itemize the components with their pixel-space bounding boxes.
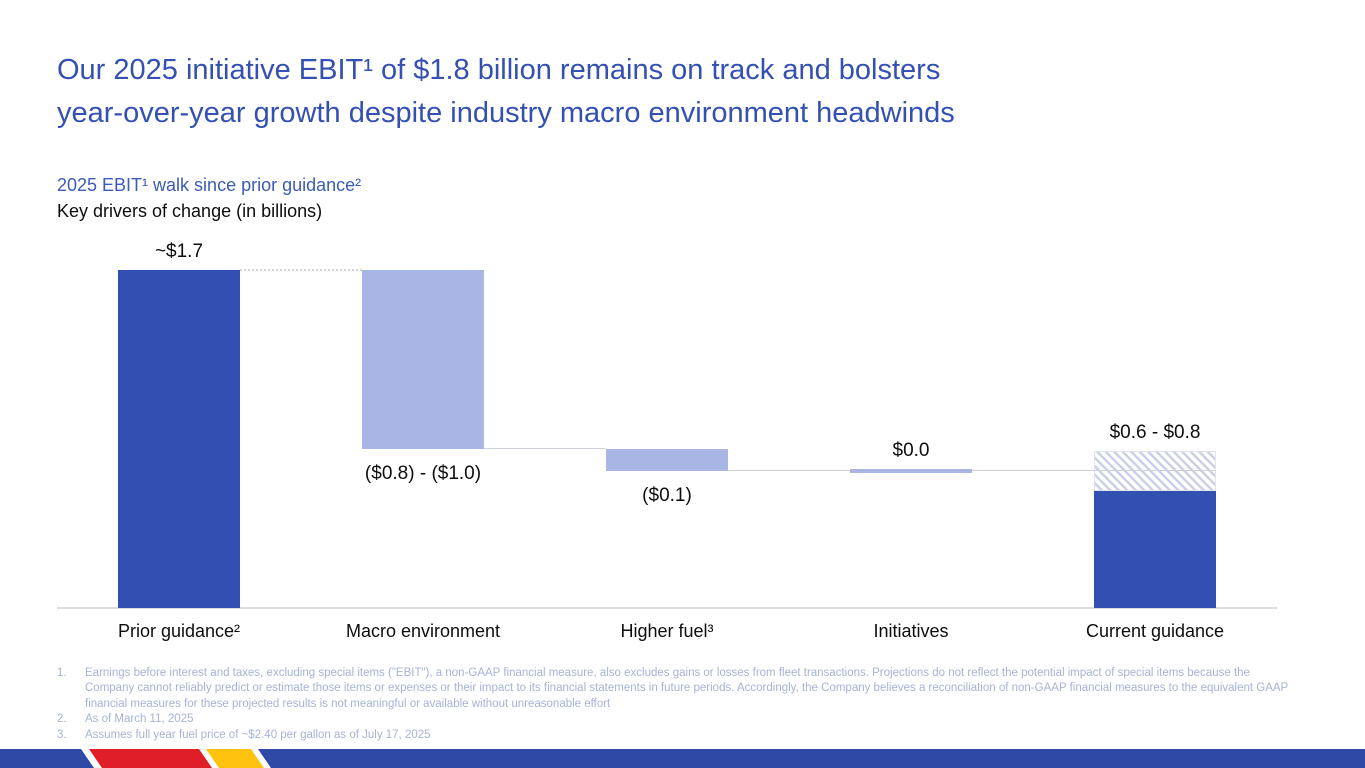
bar-4 [1094,490,1216,608]
footnote-2: 2. As of March 11, 2025 [57,712,1297,727]
footnote-1-text: Earnings before interest and taxes, excl… [85,667,1289,710]
band-yellow-segment [206,749,264,768]
footnotes: 1. Earnings before interest and taxes, e… [57,666,1297,743]
category-label-0: Prior guidance² [117,621,241,641]
bar-2 [606,448,728,471]
footnote-2-number: 2. [57,713,67,726]
value-label-2: ($0.1) [642,484,692,506]
footnote-3-number: 3. [57,728,67,741]
footnote-1: 1. Earnings before interest and taxes, e… [57,666,1297,712]
chart-subtitle: 2025 EBIT¹ walk since prior guidance² [57,175,362,195]
x-axis-line [57,607,1277,609]
band-blue-left-segment [0,749,94,768]
connector-1 [484,447,606,449]
value-label-1: ($0.8) - ($1.0) [364,462,482,484]
bar-1 [362,270,484,449]
band-red-segment [89,749,212,768]
footnote-3-text: Assumes full year fuel price of ~$2.40 p… [85,728,431,741]
category-label-3: Initiatives [873,621,949,641]
category-label-4: Current guidance [1085,621,1225,641]
category-label-2: Higher fuel³ [620,621,714,641]
band-blue-right-segment [258,749,1365,768]
bar-4-hatched-range [1094,450,1216,491]
slide-title: Our 2025 initiative EBIT¹ of $1.8 billio… [57,49,1257,135]
category-label-1: Macro environment [345,621,501,641]
value-label-3: $0.0 [892,439,930,461]
chart-caption: Key drivers of change (in billions) [57,201,323,221]
footnote-2-text: As of March 11, 2025 [85,713,194,726]
slide-title-line2: year-over-year growth despite industry m… [57,97,955,129]
bar-0 [118,270,240,608]
footer-brand-band [0,749,1365,768]
connector-2 [728,469,850,471]
value-label-0: ~$1.7 [154,241,204,263]
slide-title-line1: Our 2025 initiative EBIT¹ of $1.8 billio… [57,54,941,86]
connector-3 [972,469,1216,471]
footnote-3: 3. Assumes full year fuel price of ~$2.4… [57,728,1297,743]
value-label-4: $0.6 - $0.8 [1109,421,1201,443]
bar-3 [850,468,972,473]
footnote-1-number: 1. [57,667,67,679]
connector-0 [240,269,362,272]
